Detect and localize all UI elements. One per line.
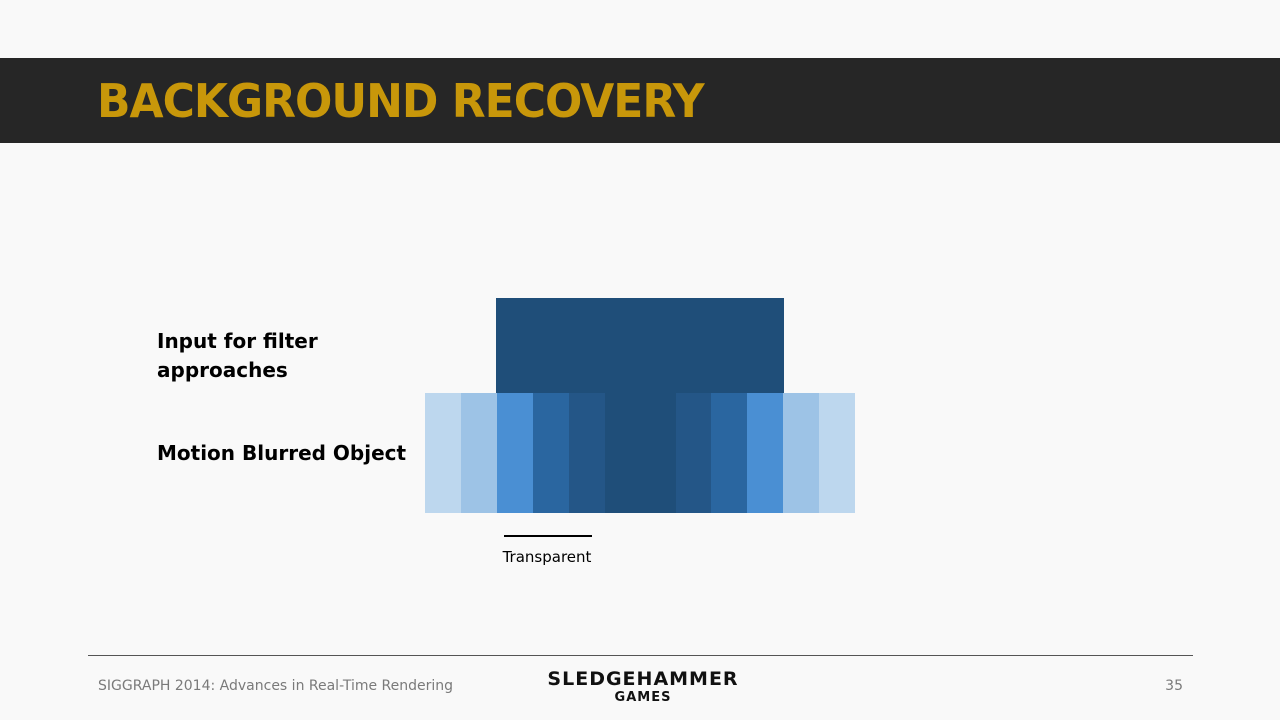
- filter-input-block: [496, 298, 784, 393]
- input-label: Input for filter approaches: [157, 329, 318, 382]
- title-band: [0, 58, 1280, 143]
- strip-segment: [461, 393, 497, 513]
- strip-segment: [783, 393, 819, 513]
- logo-main-text: SLEDGEHAMMER: [547, 668, 739, 690]
- strip-segment: [711, 393, 747, 513]
- strip-segment: [605, 393, 676, 513]
- page-number: 35: [1165, 678, 1183, 694]
- sledgehammer-games-logo: SLEDGEHAMMER GAMES: [543, 668, 743, 706]
- logo-sub-text: GAMES: [614, 690, 672, 705]
- footer-conference-text: SIGGRAPH 2014: Advances in Real-Time Ren…: [98, 678, 454, 694]
- transparent-marker-line: [504, 535, 592, 537]
- transparent-label: Transparent: [502, 548, 592, 566]
- slide-title: BACKGROUND RECOVERY: [97, 75, 705, 129]
- strip-segment: [819, 393, 855, 513]
- footer-divider: [88, 655, 1193, 656]
- strip-segment: [497, 393, 533, 513]
- strip-segment: [676, 393, 711, 513]
- motion-blurred-object-label: Motion Blurred Object: [157, 441, 407, 465]
- strip-segment: [533, 393, 569, 513]
- strip-segment: [569, 393, 605, 513]
- strip-segment: [425, 393, 461, 513]
- strip-segment: [747, 393, 783, 513]
